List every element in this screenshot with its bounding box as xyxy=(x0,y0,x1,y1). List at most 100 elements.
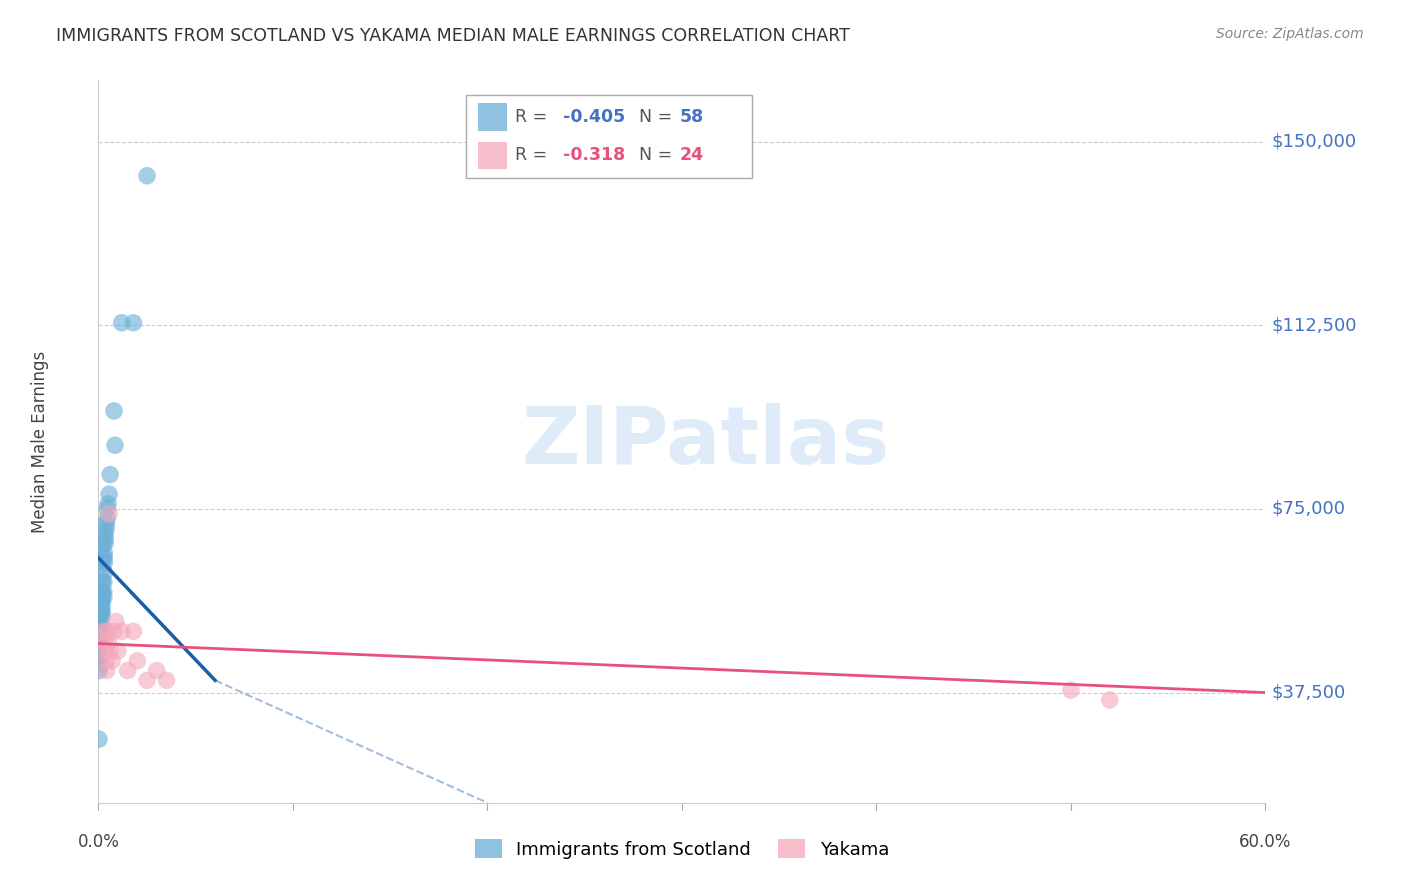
Point xyxy=(94,536,117,550)
Point xyxy=(96,664,118,678)
Point xyxy=(97,634,120,648)
Bar xyxy=(478,142,508,169)
Point xyxy=(136,673,159,688)
Text: Median Male Earnings: Median Male Earnings xyxy=(31,351,49,533)
Point xyxy=(101,654,124,668)
Point xyxy=(89,615,111,629)
Point xyxy=(96,516,118,531)
Point xyxy=(93,546,115,560)
Point xyxy=(91,575,114,590)
Text: N =: N = xyxy=(638,146,678,164)
Text: $112,500: $112,500 xyxy=(1271,316,1357,334)
Point xyxy=(89,599,111,614)
Point xyxy=(93,624,115,639)
Point xyxy=(1060,683,1083,698)
Text: N =: N = xyxy=(638,108,678,126)
Point xyxy=(87,732,110,747)
Text: -0.405: -0.405 xyxy=(562,108,626,126)
Point xyxy=(1098,693,1121,707)
Point xyxy=(122,624,145,639)
Legend: Immigrants from Scotland, Yakama: Immigrants from Scotland, Yakama xyxy=(468,832,896,866)
Bar xyxy=(478,103,508,131)
Point xyxy=(93,566,115,580)
Point xyxy=(117,664,139,678)
Point xyxy=(89,609,111,624)
Point xyxy=(89,629,111,643)
Point xyxy=(93,634,115,648)
Point xyxy=(97,497,120,511)
Point xyxy=(89,644,111,658)
Point xyxy=(96,654,118,668)
Point xyxy=(107,644,129,658)
Point xyxy=(122,316,145,330)
Point xyxy=(96,624,118,639)
Point xyxy=(98,507,121,521)
Point xyxy=(90,609,112,624)
Point xyxy=(146,664,169,678)
Point xyxy=(89,605,111,619)
Point xyxy=(91,550,114,565)
Point xyxy=(111,624,134,639)
Text: 24: 24 xyxy=(679,146,703,164)
Point xyxy=(96,502,118,516)
Point xyxy=(89,585,111,599)
Point xyxy=(93,550,115,565)
Text: 58: 58 xyxy=(679,108,704,126)
Point xyxy=(89,599,111,614)
Point xyxy=(89,619,111,633)
Point xyxy=(127,654,149,668)
Text: IMMIGRANTS FROM SCOTLAND VS YAKAMA MEDIAN MALE EARNINGS CORRELATION CHART: IMMIGRANTS FROM SCOTLAND VS YAKAMA MEDIA… xyxy=(56,27,851,45)
Point xyxy=(93,575,115,590)
Text: R =: R = xyxy=(515,108,553,126)
Text: Source: ZipAtlas.com: Source: ZipAtlas.com xyxy=(1216,27,1364,41)
Point xyxy=(89,634,111,648)
Point xyxy=(89,648,111,663)
Point xyxy=(90,590,112,604)
Point xyxy=(93,590,115,604)
Point xyxy=(89,664,111,678)
FancyBboxPatch shape xyxy=(465,95,752,178)
Text: ZIPatlas: ZIPatlas xyxy=(522,402,890,481)
Point xyxy=(94,531,117,545)
Text: $75,000: $75,000 xyxy=(1271,500,1346,518)
Text: R =: R = xyxy=(515,146,553,164)
Point xyxy=(89,624,111,639)
Point xyxy=(89,654,111,668)
Point xyxy=(90,575,112,590)
Point xyxy=(111,316,134,330)
Point xyxy=(90,585,112,599)
Point xyxy=(91,605,114,619)
Point xyxy=(90,585,112,599)
Text: $37,500: $37,500 xyxy=(1271,683,1346,702)
Point xyxy=(90,595,112,609)
Point xyxy=(89,615,111,629)
Point xyxy=(98,487,121,501)
Point xyxy=(98,644,121,658)
Point xyxy=(91,560,114,574)
Point xyxy=(91,585,114,599)
Point xyxy=(94,526,117,541)
Point xyxy=(90,595,112,609)
Point xyxy=(103,404,125,418)
Point xyxy=(89,658,111,673)
Text: -0.318: -0.318 xyxy=(562,146,626,164)
Point xyxy=(90,605,112,619)
Point xyxy=(89,634,111,648)
Point xyxy=(96,521,118,535)
Point xyxy=(136,169,159,183)
Point xyxy=(104,438,127,452)
Point xyxy=(104,615,127,629)
Point xyxy=(90,599,112,614)
Point xyxy=(91,595,114,609)
Point xyxy=(93,556,115,570)
Point xyxy=(91,536,114,550)
Text: $150,000: $150,000 xyxy=(1271,133,1357,151)
Point xyxy=(155,673,177,688)
Point xyxy=(96,511,118,525)
Point xyxy=(103,624,125,639)
Point xyxy=(93,585,115,599)
Text: 60.0%: 60.0% xyxy=(1239,833,1292,851)
Point xyxy=(94,644,117,658)
Text: 0.0%: 0.0% xyxy=(77,833,120,851)
Point xyxy=(89,639,111,653)
